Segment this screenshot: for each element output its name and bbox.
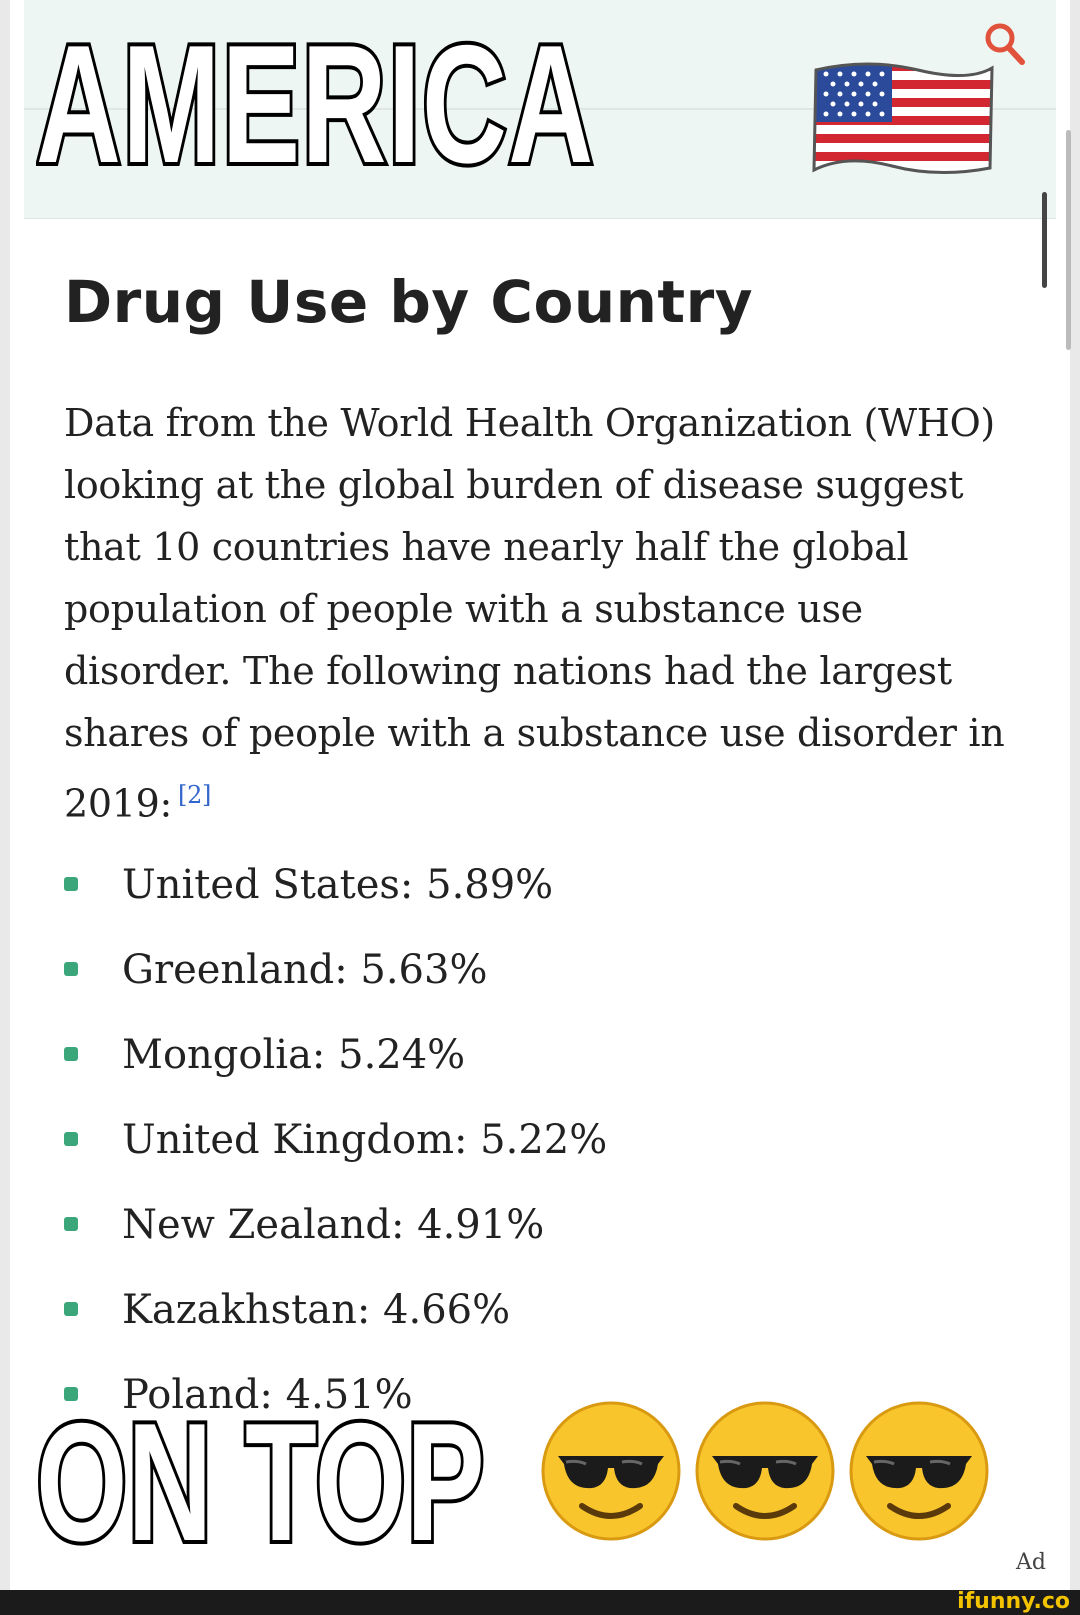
bullet-icon: [64, 1387, 78, 1401]
ad-label: Ad: [1016, 1550, 1046, 1575]
left-frame: [0, 0, 10, 1590]
page-title: Drug Use by Country: [64, 268, 754, 336]
bullet-icon: [64, 1132, 78, 1146]
list-item: United States: 5.89%: [64, 862, 553, 908]
paragraph-text: Data from the World Health Organization …: [64, 401, 1005, 826]
watermark-bar: [0, 1590, 1080, 1615]
scrollbar-thumb[interactable]: [1042, 192, 1047, 288]
header-divider: [24, 108, 1056, 110]
us-flag-icon: [812, 62, 994, 174]
meme-bottom-caption: ON TOP: [33, 1388, 487, 1576]
page-scrollbar[interactable]: [1066, 130, 1071, 350]
ifunny-watermark: ifunny.co: [957, 1589, 1070, 1614]
bullet-icon: [64, 962, 78, 976]
citation-link[interactable]: [2]: [178, 781, 212, 809]
sunglasses-emoji-icon: [541, 1401, 681, 1541]
list-item: Poland: 4.51%: [64, 1372, 413, 1418]
sunglasses-emoji-icon: [849, 1401, 989, 1541]
list-item: United Kingdom: 5.22%: [64, 1117, 607, 1163]
right-frame: [1070, 0, 1080, 1590]
list-item: New Zealand: 4.91%: [64, 1202, 544, 1248]
bullet-icon: [64, 877, 78, 891]
list-item: Mongolia: 5.24%: [64, 1032, 465, 1078]
list-item: Kazakhstan: 4.66%: [64, 1287, 510, 1333]
bullet-icon: [64, 1047, 78, 1061]
meme-top-caption: AMERICA: [33, 10, 596, 198]
sunglasses-emoji-icon: [695, 1401, 835, 1541]
bullet-icon: [64, 1302, 78, 1316]
bullet-icon: [64, 1217, 78, 1231]
article-paragraph: Data from the World Health Organization …: [64, 392, 1024, 835]
search-icon[interactable]: [982, 20, 1026, 68]
list-item: Greenland: 5.63%: [64, 947, 487, 993]
